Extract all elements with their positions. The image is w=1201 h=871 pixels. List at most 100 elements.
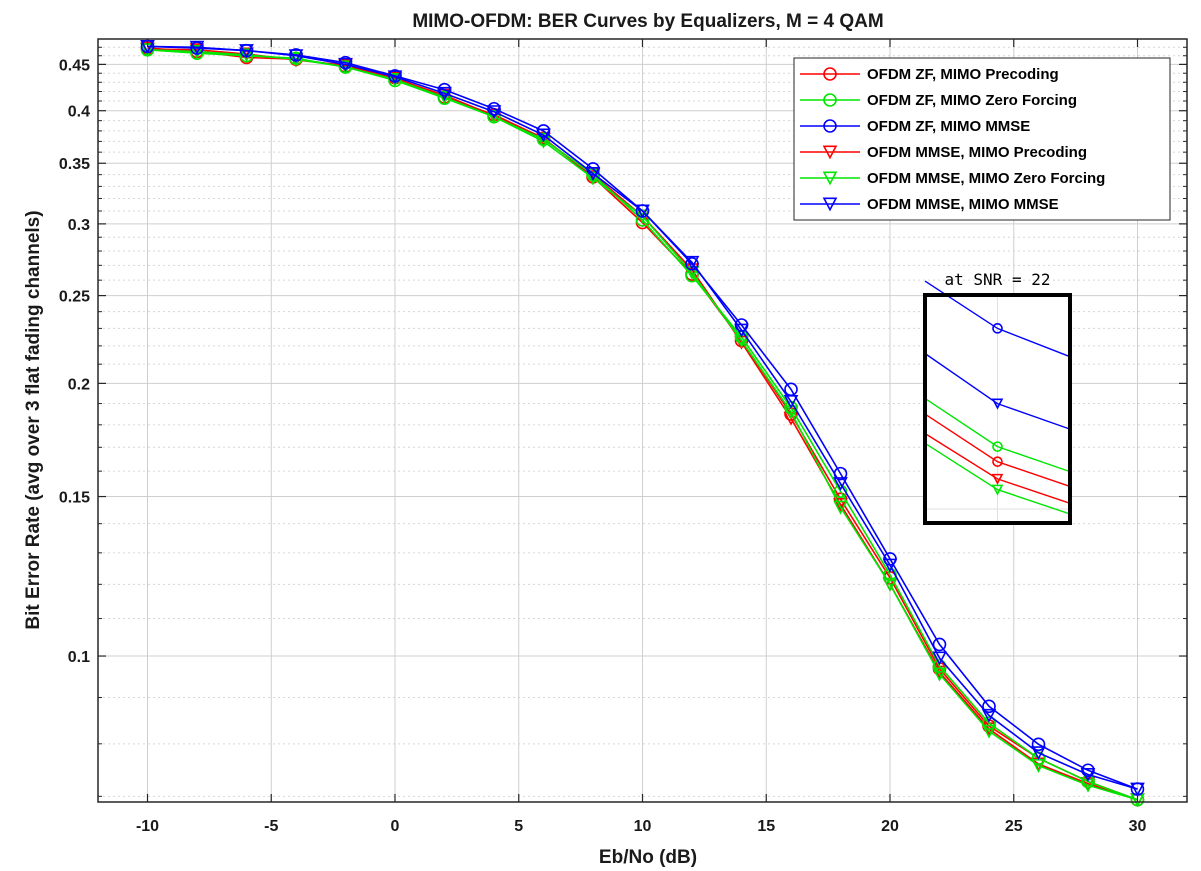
inset-series-line [924,413,1071,488]
data-point [338,55,353,70]
x-axis-label: Eb/No (dB) [599,847,697,868]
data-point [388,73,402,88]
x-tick-label: 10 [634,818,652,835]
data-point [239,43,254,58]
y-tick-label: 0.3 [68,217,90,234]
data-point [437,82,452,97]
inset-series-1 [924,413,1071,488]
data-point [190,41,204,55]
data-point [1080,767,1096,782]
x-tick-label: 15 [757,818,775,835]
y-tick-label: 0.1 [68,649,90,666]
inset-data-point [992,456,1003,467]
inset-data-point [991,473,1004,485]
inset-series-5 [924,442,1071,515]
legend-marker [822,145,838,160]
data-point [536,124,551,138]
legend-label: OFDM ZF, MIMO Zero Forcing [867,92,1077,109]
x-tick-label: 0 [391,818,400,835]
inset-series-line [924,442,1071,515]
data-point [883,567,897,582]
inset-series-4 [924,432,1071,504]
legend-marker [823,119,837,133]
inset-data-point [991,484,1004,496]
legend: OFDM ZF, MIMO Precoding OFDM ZF, MIMO Zer… [793,57,1171,221]
data-point [486,105,502,120]
inset-series-2 [924,397,1071,473]
legend-marker [822,171,838,186]
data-point [932,637,947,652]
data-point [833,466,848,481]
legend-label: OFDM MMSE, MIMO Precoding [867,144,1087,161]
legend-label: OFDM ZF, MIMO MMSE [867,118,1030,135]
x-tick-label: 20 [881,818,899,835]
data-point [734,318,749,332]
data-point [833,477,848,492]
inset-series-6 [924,352,1071,430]
legend-marker [823,67,837,81]
data-point [239,48,254,63]
y-tick-label: 0.15 [59,490,90,507]
data-point [833,500,848,515]
data-point [536,128,551,143]
legend-item: OFDM MMSE, MIMO Zero Forcing [800,170,1105,187]
y-axis-label: Bit Error Rate (avg over 3 flat fading c… [23,210,44,629]
data-point [932,667,947,682]
x-tick-label: -5 [264,818,278,835]
y-tick-label: 0.25 [59,289,90,306]
inset-data-point [992,323,1003,334]
legend-label: OFDM ZF, MIMO Precoding [867,66,1059,83]
legend-marker [823,93,837,107]
legend-item: OFDM MMSE, MIMO Precoding [800,144,1087,161]
legend-marker [822,197,838,212]
legend-label: OFDM MMSE, MIMO Zero Forcing [867,170,1105,187]
legend-item: OFDM ZF, MIMO MMSE [800,118,1030,135]
y-tick-label: 0.2 [68,376,90,393]
data-point [1031,746,1046,761]
inset-data-point [992,441,1003,452]
legend-label: OFDM MMSE, MIMO MMSE [867,196,1059,213]
data-point [487,109,501,124]
inset-zoom: at SNR = 22 [923,270,1072,525]
data-point [684,255,700,270]
grid [98,39,1187,802]
data-point [784,382,798,397]
data-point [981,724,997,739]
data-point [1081,763,1095,778]
y-tick-label: 0.35 [59,156,90,173]
data-point [289,48,303,62]
series-line [147,45,1138,790]
data-point [437,91,452,105]
inset-series-line [924,352,1071,430]
data-point [833,492,848,506]
data-point [685,257,699,271]
inset-data-point [991,398,1004,410]
inset-series-line [924,397,1071,473]
data-point [981,708,997,723]
series-3 [140,39,1145,796]
data-point [1031,737,1046,752]
y-tick-label: 0.45 [59,57,90,74]
x-tick-label: 30 [1129,818,1147,835]
inset-series-line [924,432,1071,504]
data-point [487,101,501,116]
series-line [147,49,1138,801]
data-point [932,651,947,666]
data-point [982,716,996,731]
data-point [289,51,303,66]
chart-title: MIMO-OFDM: BER Curves by Equalizers, M =… [412,11,883,32]
data-point [833,484,848,499]
data-point [883,552,897,566]
legend-box [793,57,1171,221]
inset-title: at SNR = 22 [945,270,1051,289]
data-point [338,60,353,74]
legend-item: OFDM MMSE, MIMO MMSE [800,196,1059,213]
data-point [982,699,996,714]
y-tick-label: 0.4 [68,104,90,121]
data-point [388,69,402,83]
data-point [882,577,898,592]
inset-frame [923,293,1072,525]
data-point [635,213,650,227]
data-point [189,44,205,59]
